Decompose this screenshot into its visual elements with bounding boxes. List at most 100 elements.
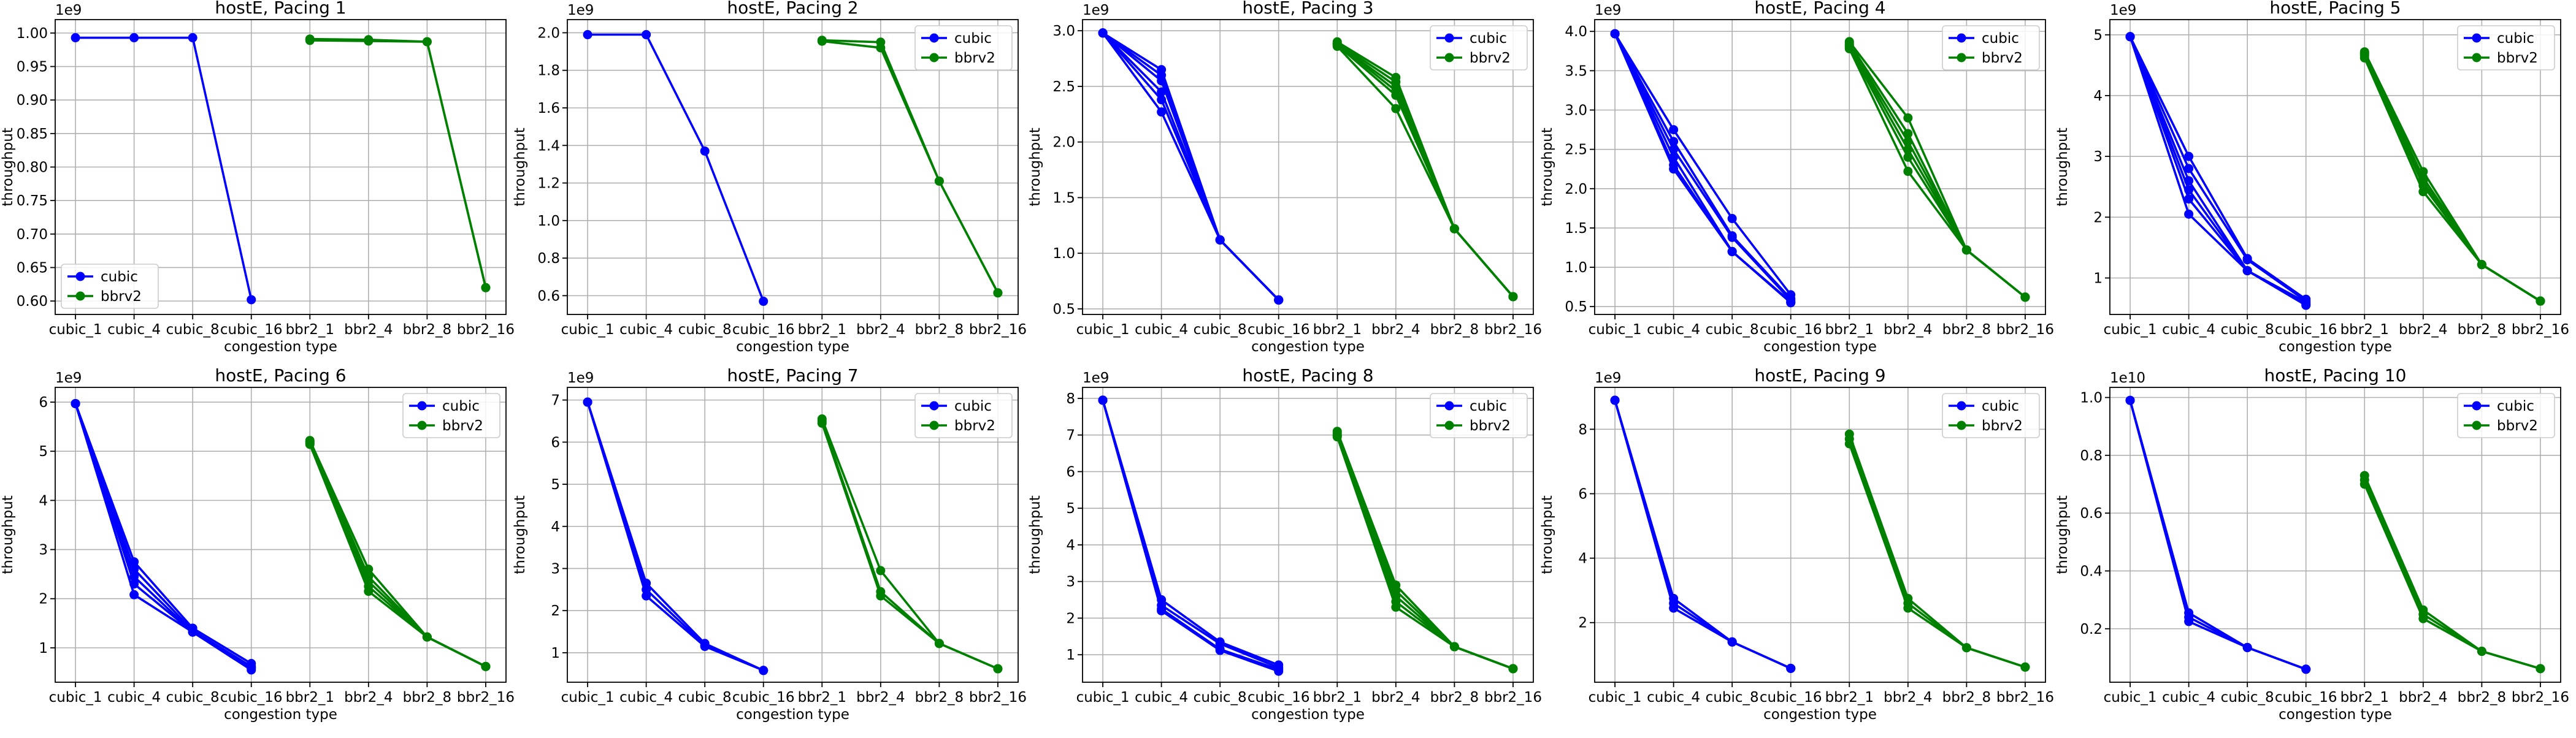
series-bbrv2 — [2359, 471, 2545, 674]
legend-marker-bbrv2 — [75, 291, 85, 301]
x-axis-label: congestion type — [736, 707, 849, 723]
y-tick-label: 3 — [39, 542, 48, 558]
y-axis-label: throughput — [512, 495, 528, 574]
data-point-cubic — [247, 665, 256, 675]
y-axis-label: throughput — [1539, 495, 1555, 574]
data-point-cubic — [642, 591, 651, 601]
series-line-bbrv2 — [822, 40, 999, 294]
data-point-cubic — [1157, 76, 1167, 86]
x-tick-label: cubic_1 — [2104, 322, 2157, 338]
chart-title: hostE, Pacing 5 — [2269, 0, 2401, 18]
data-point-bbrv2 — [481, 283, 491, 292]
series-line-cubic — [74, 403, 252, 665]
y-tick-label: 7 — [551, 393, 560, 409]
series-cubic — [1098, 395, 1284, 676]
data-point-bbrv2 — [2359, 53, 2369, 63]
series-line-cubic — [588, 33, 765, 302]
y-tick-label: 2.5 — [1052, 79, 1075, 95]
data-point-cubic — [700, 146, 710, 156]
legend: cubic bbrv2 — [1430, 25, 1528, 70]
x-tick-label: cubic_8 — [166, 690, 220, 706]
series-line-bbrv2 — [821, 418, 999, 670]
series-line-bbrv2 — [2363, 484, 2541, 670]
series-line-bbrv2 — [2363, 52, 2541, 302]
series-cubic — [1610, 29, 1796, 308]
y-tick-label: 1.4 — [537, 138, 560, 154]
series-line-cubic — [586, 401, 764, 672]
series-line-bbrv2 — [309, 444, 486, 668]
x-tick-label: bbr2_4 — [1371, 322, 1420, 338]
legend-box — [1430, 393, 1528, 438]
chart-title: hostE, Pacing 4 — [1754, 0, 1885, 18]
y-tick-label: 1 — [551, 645, 560, 661]
data-point-cubic — [2125, 32, 2135, 42]
x-tick-label: bbr2_4 — [1884, 690, 1932, 706]
series-cubic — [1610, 395, 1796, 673]
series-line-cubic — [2129, 36, 2307, 302]
data-point-bbrv2 — [1508, 292, 1518, 302]
legend-marker-cubic — [2472, 33, 2482, 43]
legend-box — [402, 393, 500, 438]
series-line-bbrv2 — [821, 422, 999, 670]
y-tick-label: 3 — [2093, 149, 2103, 165]
legend-marker-bbrv2 — [1444, 420, 1454, 430]
chart-title: hostE, Pacing 9 — [1754, 365, 1885, 386]
data-point-cubic — [2184, 151, 2194, 161]
y-tick-label: 5 — [1066, 501, 1075, 517]
data-point-cubic — [1215, 645, 1225, 655]
series-cubic — [71, 398, 256, 675]
series-bbrv2 — [1332, 37, 1518, 302]
legend-marker-cubic — [929, 33, 939, 43]
y-tick-label: 4 — [1578, 551, 1587, 567]
legend-marker-cubic — [1957, 401, 1966, 411]
x-tick-label: bbr2_16 — [457, 690, 515, 706]
series-line-bbrv2 — [1848, 433, 2026, 669]
series-line-cubic — [2129, 36, 2307, 303]
chart-panel-9: 2 4 6 8 cubic_1 cubic_4 cubic_8 cubic_16 bbr2_1 b… — [1539, 365, 2054, 723]
data-point-cubic — [2242, 255, 2252, 265]
series-line-bbrv2 — [1848, 443, 2026, 669]
data-point-bbrv2 — [1903, 113, 1913, 123]
axis-multiplier: 1e9 — [1595, 370, 1621, 386]
x-tick-label: cubic_8 — [1194, 690, 1247, 706]
series-line-cubic — [1614, 33, 1792, 304]
data-point-bbrv2 — [876, 566, 886, 576]
legend-marker-bbrv2 — [929, 53, 939, 63]
chart-title: hostE, Pacing 3 — [1242, 0, 1373, 18]
x-tick-label: cubic_4 — [1135, 322, 1188, 338]
x-tick-label: bbr2_1 — [798, 322, 846, 338]
series-line-bbrv2 — [822, 39, 999, 294]
data-point-cubic — [247, 295, 256, 305]
x-tick-label: bbr2_16 — [2512, 690, 2569, 706]
y-tick-label: 3.0 — [1052, 23, 1075, 39]
series-line-cubic — [1102, 400, 1279, 669]
data-point-cubic — [1274, 295, 1284, 305]
data-point-cubic — [583, 30, 592, 40]
y-axis-label: throughput — [1539, 127, 1555, 207]
x-tick-label: bbr2_8 — [1942, 322, 1991, 338]
axes-frame — [1082, 387, 1534, 683]
series-line-bbrv2 — [1336, 436, 1514, 670]
y-tick-label: 1 — [1066, 647, 1075, 663]
x-tick-label: cubic_4 — [1135, 690, 1188, 706]
data-point-bbrv2 — [2020, 662, 2030, 672]
y-tick-label: 5 — [551, 477, 560, 493]
series-line-cubic — [1614, 33, 1792, 302]
data-point-bbrv2 — [422, 37, 432, 47]
series-line-bbrv2 — [1336, 435, 1514, 670]
data-point-bbrv2 — [993, 664, 1003, 674]
axes-frame — [1594, 387, 2046, 683]
x-tick-label: bbr2_4 — [856, 690, 905, 706]
chart-title: hostE, Pacing 6 — [215, 365, 346, 386]
legend: cubic bbrv2 — [1942, 393, 2040, 438]
y-tick-label: 1 — [2093, 270, 2103, 286]
x-axis-label: congestion type — [1763, 339, 1877, 355]
x-tick-label: cubic_16 — [1248, 322, 1310, 338]
x-axis-label: congestion type — [736, 339, 849, 355]
x-tick-label: cubic_16 — [2275, 322, 2337, 338]
x-tick-label: cubic_16 — [732, 322, 795, 338]
data-point-cubic — [2125, 395, 2135, 405]
data-point-bbrv2 — [817, 36, 827, 46]
x-tick-label: cubic_4 — [2162, 690, 2215, 706]
